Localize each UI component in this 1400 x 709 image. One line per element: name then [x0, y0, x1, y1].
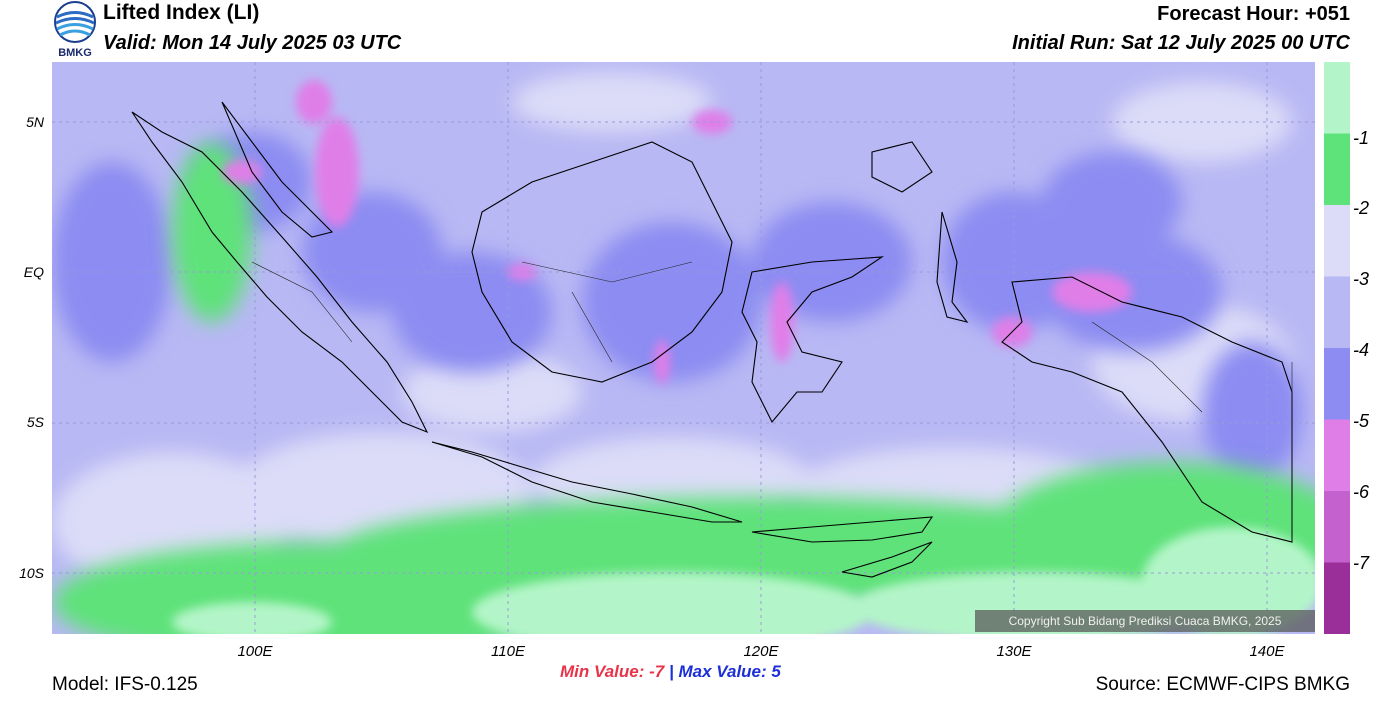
papua-coast [1001, 276, 1293, 543]
mindanao-coast [871, 141, 933, 193]
data-source: Source: ECMWF-CIPS BMKG [1095, 674, 1350, 695]
initial-run: Initial Run: Sat 12 July 2025 00 UTC [1012, 32, 1350, 54]
lat-tick-label: EQ [23, 264, 44, 280]
max-value: 5 [771, 662, 781, 681]
colorbar-label: -3 [1353, 269, 1370, 289]
colorbar-label: -6 [1353, 482, 1370, 502]
lat-tick-label: 5S [26, 414, 44, 430]
min-max-readout: Min Value: -7 | Max Value: 5 [560, 662, 781, 682]
sumatra-coast [131, 111, 429, 434]
lat-tick-label: 5N [26, 114, 44, 130]
colorbar-label: -4 [1353, 340, 1370, 360]
colorbar-segment [1324, 133, 1350, 206]
max-label: Max Value: [678, 662, 767, 681]
forecast-hour: Forecast Hour: +051 [1157, 3, 1350, 25]
colorbar-segment [1324, 276, 1350, 349]
map-title: Lifted Index (LI) [103, 1, 260, 24]
min-label: Min Value: [560, 662, 645, 681]
bmkg-logo-icon [54, 1, 96, 43]
lifted-index-map [52, 62, 1315, 634]
timor-coast [841, 541, 933, 578]
colorbar-segment [1324, 419, 1350, 492]
colorbar-segment [1324, 62, 1350, 134]
lon-tick-label: 110E [491, 643, 525, 660]
copyright-note: Copyright Sub Bidang Prediksi Cuaca BMKG… [975, 610, 1315, 632]
lon-tick-label: 120E [743, 643, 779, 660]
bmkg-logo: BMKG [52, 0, 98, 60]
colorbar [1324, 62, 1350, 634]
logo-text: BMKG [58, 47, 92, 59]
coastlines [131, 101, 1293, 578]
java-coast [431, 441, 743, 523]
min-max-separator: | [668, 662, 674, 681]
maluku-coast [936, 211, 969, 323]
lat-tick-label: 10S [19, 565, 44, 581]
malay-peninsula-coast [221, 101, 334, 238]
model-name: Model: IFS-0.125 [52, 674, 198, 695]
colorbar-segment [1324, 491, 1350, 563]
lon-tick-label: 100E [237, 643, 273, 660]
min-value: -7 [649, 662, 665, 681]
valid-time: Valid: Mon 14 July 2025 03 UTC [103, 32, 402, 54]
nusa-tenggara-coast [751, 516, 934, 543]
sulawesi-coast [741, 256, 885, 423]
colorbar-segment [1324, 562, 1350, 634]
colorbar-label: -1 [1353, 128, 1370, 148]
province-borders [251, 261, 1293, 542]
colorbar-segment [1324, 205, 1350, 277]
lon-tick-label: 130E [996, 643, 1032, 660]
lon-tick-label: 140E [1249, 643, 1285, 660]
colorbar-label: -2 [1353, 198, 1370, 218]
colorbar-label: -5 [1353, 411, 1370, 431]
colorbar-segment [1324, 348, 1350, 420]
borneo-coast [471, 141, 733, 383]
lat-lon-grid [52, 62, 1315, 634]
colorbar-label: -7 [1353, 553, 1370, 573]
